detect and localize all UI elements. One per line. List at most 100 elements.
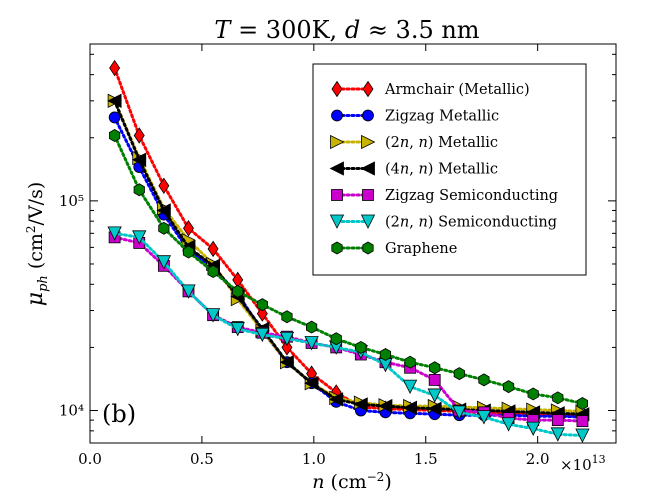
data-point (107, 93, 122, 108)
data-point (109, 59, 121, 77)
data-point (427, 401, 442, 416)
data-point (429, 361, 441, 375)
chart-title: T = 300K, d ≈ 3.5 nm (214, 16, 479, 44)
data-point (576, 397, 589, 410)
data-point (428, 373, 441, 386)
data-point (304, 336, 319, 351)
data-point (205, 308, 221, 323)
legend-marker (361, 134, 376, 150)
data-point (181, 284, 196, 299)
data-point (133, 183, 145, 197)
data-point (452, 405, 467, 420)
data-point (279, 331, 295, 347)
legend-marker (331, 241, 343, 255)
y-tick-label: 10⁵ (59, 192, 84, 210)
legend-marker (362, 189, 374, 201)
data-point (551, 414, 564, 427)
x-tick-label: 0.5 (190, 450, 214, 468)
data-point (526, 421, 541, 436)
data-point (109, 129, 121, 142)
data-point (552, 391, 564, 405)
data-point (108, 111, 121, 124)
data-point (353, 397, 368, 412)
data-point (476, 410, 492, 425)
legend-label: (2n, n) Semiconducting (385, 215, 557, 231)
data-point (232, 284, 244, 298)
data-point (402, 400, 417, 415)
data-point (502, 380, 515, 394)
series-layer (107, 59, 590, 443)
data-point (478, 373, 490, 387)
data-point (256, 298, 268, 312)
legend-entry: (2n, n) Semiconducting (329, 214, 557, 231)
data-point (158, 221, 170, 235)
panel-label: (b) (102, 400, 136, 428)
data-point (182, 245, 195, 259)
data-point (402, 379, 418, 395)
legend-marker (362, 109, 374, 122)
tick-layer: 0.0 0.5 1.0 1.5 2.0 10⁴ 10⁵ (59, 44, 616, 468)
data-point (379, 348, 392, 361)
legend-label: Zigzag Semiconducting (385, 188, 558, 204)
data-point (156, 203, 171, 218)
data-point (207, 265, 219, 279)
legend-marker (362, 80, 374, 98)
legend-marker (331, 80, 343, 98)
data-point (107, 226, 122, 241)
x-tick-label: 1.5 (414, 450, 438, 468)
legend-entry: (4n, n) Metallic (329, 161, 498, 178)
data-point (453, 367, 465, 381)
series-6 (109, 129, 589, 410)
legend-entries: Armchair (Metallic) Zigzag Metallic (2n, n… (329, 80, 558, 257)
legend-entry: Zigzag Metallic (331, 109, 499, 125)
legend-marker (329, 161, 344, 176)
data-point (255, 327, 270, 343)
legend-entry: Armchair (Metallic) (331, 80, 530, 98)
data-point (183, 220, 194, 237)
plot-frame (89, 43, 617, 444)
data-point (576, 415, 589, 428)
legend-marker (360, 214, 376, 229)
data-point (133, 127, 145, 144)
data-point (305, 320, 318, 334)
data-point (501, 417, 516, 432)
data-point (131, 152, 147, 167)
x-tick-label: 2.0 (526, 450, 550, 468)
data-point (355, 340, 367, 354)
x-axis-label: n (cm−2) (312, 470, 392, 493)
data-point (230, 322, 245, 337)
data-point (156, 255, 172, 270)
data-point (575, 428, 590, 443)
data-point (281, 339, 293, 356)
data-point (404, 355, 416, 369)
legend-entry: Zigzag Semiconducting (331, 188, 558, 204)
legend-label: Armchair (Metallic) (384, 82, 530, 98)
data-point (132, 230, 147, 245)
data-point (281, 310, 293, 324)
legend-marker (362, 241, 374, 255)
data-point (330, 332, 342, 346)
y-axis-label: μph (cm2/V/s) (23, 182, 51, 306)
data-point (378, 398, 393, 414)
legend-marker (330, 134, 345, 150)
data-point (158, 177, 170, 195)
data-point (328, 392, 344, 407)
data-point (550, 427, 565, 442)
y-tick-label: 10⁴ (59, 402, 84, 420)
data-point (279, 355, 294, 370)
legend-label: (4n, n) Metallic (385, 162, 498, 178)
x-tick-label: 1.0 (302, 450, 326, 468)
legend-marker (331, 109, 343, 122)
series-5 (107, 226, 590, 443)
legend-label: Graphene (385, 241, 457, 257)
legend-marker (329, 214, 345, 229)
legend-label: (2n, n) Metallic (385, 135, 498, 151)
legend-marker (360, 161, 375, 176)
data-point (527, 387, 539, 401)
legend-label: Zigzag Metallic (385, 109, 499, 125)
x-scale-multiplier: ×1013 (560, 453, 606, 474)
legend-marker (331, 189, 343, 201)
x-tick-label: 0.0 (78, 450, 102, 468)
data-point (207, 240, 219, 258)
